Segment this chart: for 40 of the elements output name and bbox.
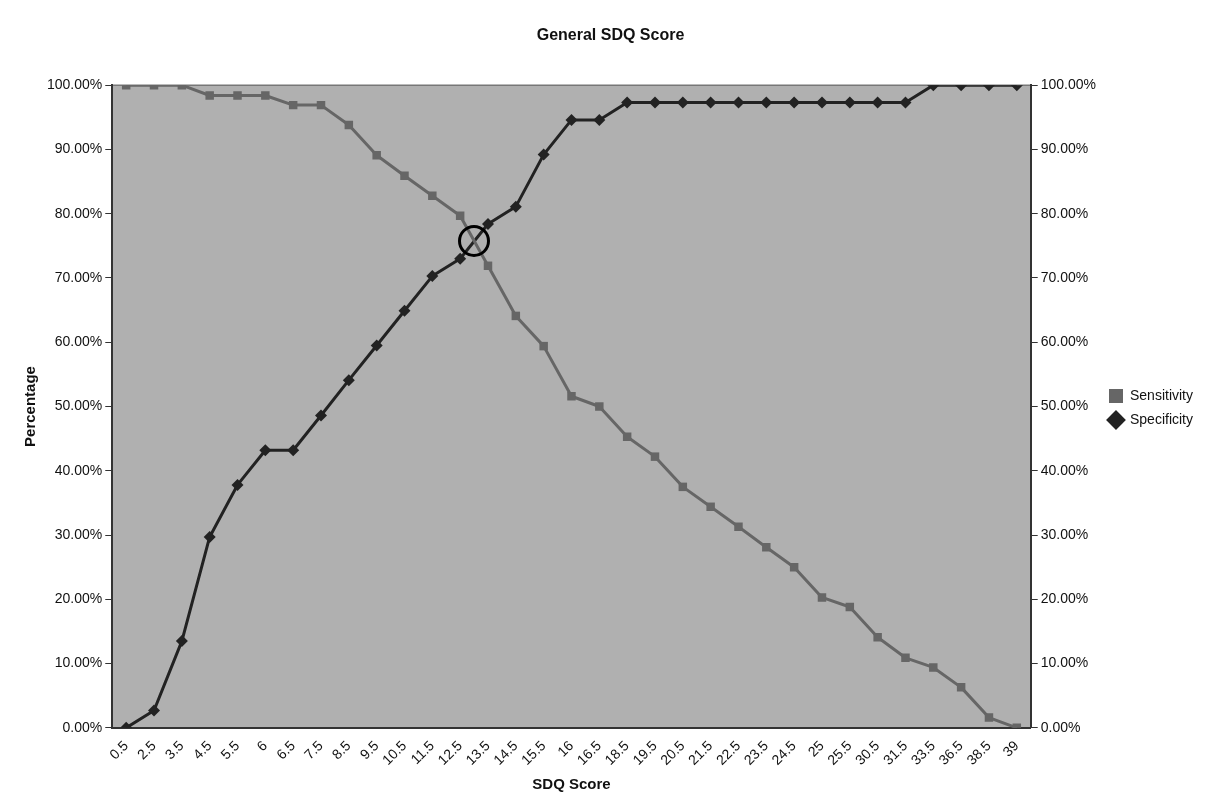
y-tick-label: 40.00% — [54, 461, 103, 478]
x-tick-label: 9.5 — [356, 737, 382, 763]
x-tick-label: 5.5 — [217, 737, 243, 763]
y-tick-label: 50.00% — [54, 397, 103, 414]
x-tick-label: 8.5 — [328, 737, 354, 763]
x-tick-label: 16 — [554, 737, 577, 760]
y2-tick-label: 20.00% — [1040, 590, 1089, 607]
x-tick-label: 39 — [999, 737, 1022, 760]
x-tick-label: 6.5 — [272, 737, 299, 763]
y-tick-label: 60.00% — [54, 333, 103, 350]
y-tick-label: 80.00% — [54, 204, 103, 221]
y2-tick-label: 60.00% — [1040, 333, 1089, 350]
y-tick-label: 30.00% — [54, 525, 103, 542]
y-tick-label: 10.00% — [54, 654, 103, 671]
legend-label: Specificity — [1129, 410, 1194, 427]
y-tick-label: 70.00% — [54, 268, 103, 285]
y2-tick-label: 100.00% — [1040, 76, 1096, 93]
legend-label: Sensitivity — [1129, 386, 1194, 403]
x-tick-label: 2.5 — [133, 737, 160, 763]
y-tick-label: 90.00% — [54, 140, 103, 157]
y2-tick-label: 30.00% — [1040, 525, 1089, 542]
y2-tick-label: 90.00% — [1040, 140, 1089, 157]
x-tick-label: 6 — [253, 737, 271, 755]
y2-tick-label: 50.00% — [1040, 397, 1089, 414]
y2-tick-label: 80.00% — [1040, 204, 1089, 221]
y-tick-label: 100.00% — [46, 76, 103, 93]
y2-tick-label: 0.00% — [1040, 718, 1081, 735]
x-tick-label: 4.5 — [189, 737, 215, 763]
y-axis-title: Percentage — [21, 366, 39, 447]
y-tick-label: 0.00% — [62, 718, 103, 735]
y2-tick-label: 40.00% — [1040, 461, 1089, 478]
y-tick-label: 20.00% — [54, 590, 103, 607]
x-tick-label: 3.5 — [161, 737, 187, 763]
y2-tick-label: 70.00% — [1040, 268, 1089, 285]
x-tick-label: 25 — [804, 737, 827, 760]
chart-title: General SDQ Score — [536, 26, 685, 44]
y2-tick-label: 10.00% — [1040, 654, 1089, 671]
x-tick-label: 7.5 — [300, 737, 326, 763]
x-axis-title: SDQ Score — [532, 775, 611, 793]
x-tick-label: 0.5 — [105, 737, 132, 763]
